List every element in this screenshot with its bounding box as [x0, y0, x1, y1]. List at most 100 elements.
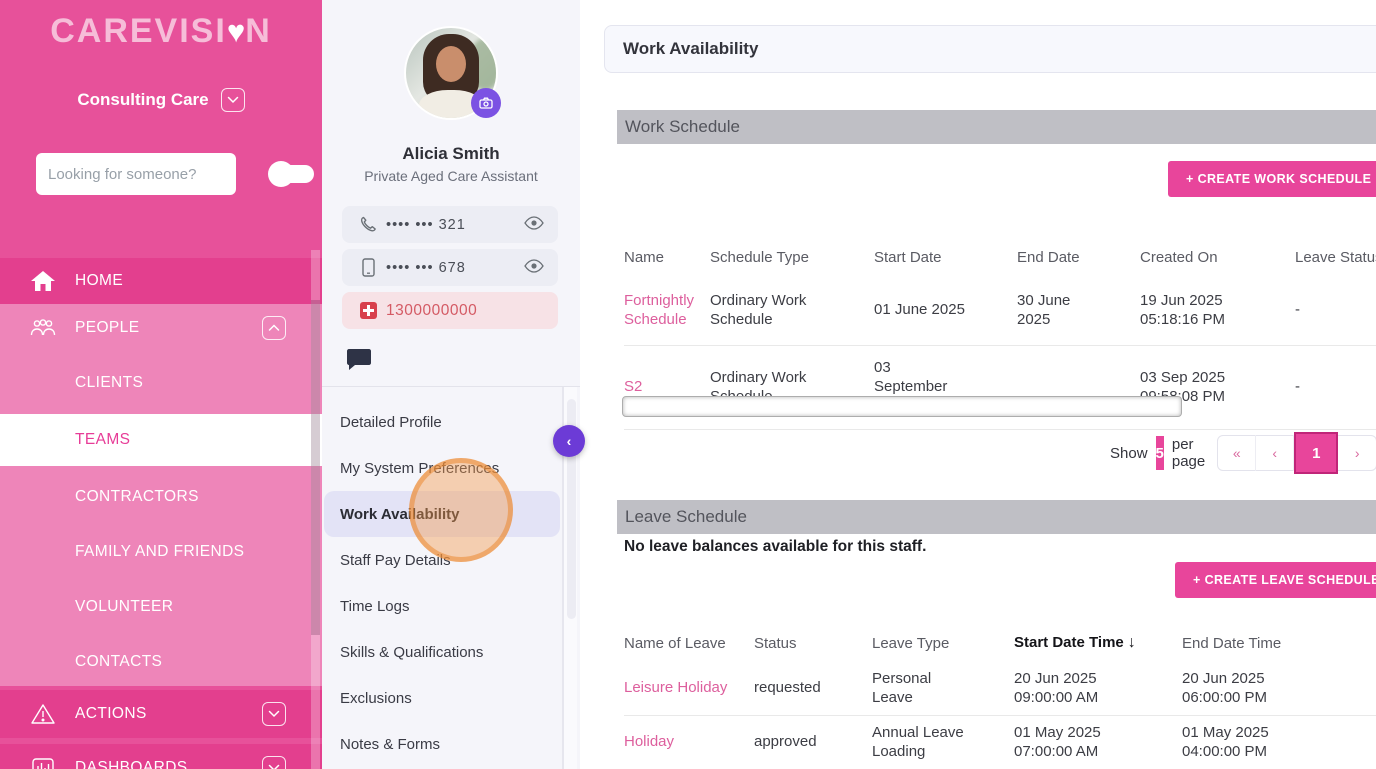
- nav-label: CLIENTS: [75, 374, 144, 391]
- menu-item-skills-qualifications[interactable]: Skills & Qualifications: [340, 643, 484, 661]
- cell-end-date-time: 01 May 2025 04:00:00 PM: [1182, 723, 1269, 760]
- nav-label: CONTRACTORS: [75, 488, 199, 505]
- change-photo-button[interactable]: [471, 88, 501, 118]
- leave-link[interactable]: Holiday: [624, 733, 675, 751]
- work-schedule-link[interactable]: S2: [624, 378, 643, 396]
- column-header-schedule-type[interactable]: Schedule Type: [710, 248, 809, 266]
- column-header-leave-type[interactable]: Leave Type: [872, 634, 950, 652]
- leave-schedule-section-header: Leave Schedule: [617, 500, 1376, 534]
- cell-leave-status: -: [1295, 301, 1300, 319]
- sidebar-item-volunteer[interactable]: VOLUNTEER: [0, 583, 322, 631]
- column-header-name-of-leave[interactable]: Name of Leave: [624, 634, 726, 652]
- sidebar-item-actions[interactable]: ACTIONS: [0, 690, 322, 738]
- menu-item-notes-forms[interactable]: Notes & Forms: [340, 735, 441, 753]
- first-page-button[interactable]: «: [1218, 435, 1257, 471]
- sidebar-item-contractors[interactable]: CONTRACTORS: [0, 473, 322, 521]
- sidebar-item-dashboards[interactable]: DASHBOARDS: [0, 744, 322, 769]
- sidebar-item-contacts[interactable]: CONTACTS: [0, 638, 322, 686]
- prev-page-button[interactable]: ‹: [1256, 435, 1295, 471]
- sort-descending-icon: ↓: [1127, 634, 1136, 651]
- menu-item-work-availability[interactable]: Work Availability: [324, 491, 560, 537]
- sidebar-scrollbar-thumb[interactable]: [311, 300, 320, 635]
- actions-expand-chevron[interactable]: [262, 702, 286, 726]
- app-logo: CAREVISI♥N: [0, 12, 322, 51]
- profile-menu: Detailed Profile My System Preferences W…: [324, 399, 560, 767]
- sidebar: CAREVISI♥N Consulting Care HOME: [0, 0, 322, 769]
- cell-status: approved: [754, 733, 817, 751]
- chat-icon[interactable]: [346, 348, 372, 377]
- cell-start-date: 01 June 2025: [874, 301, 965, 319]
- nav-label: CONTACTS: [75, 653, 163, 670]
- sidebar-item-home[interactable]: HOME: [0, 258, 322, 304]
- phone-chip: •••• ••• 321: [342, 206, 558, 243]
- sidebar-item-clients[interactable]: CLIENTS: [0, 359, 322, 407]
- mobile-icon: [358, 258, 378, 277]
- sidebar-item-people[interactable]: PEOPLE: [0, 304, 322, 352]
- search-toggle-icon[interactable]: [268, 161, 314, 187]
- nav-label: DASHBOARDS: [75, 759, 188, 769]
- cell-schedule-type: Ordinary Work Schedule: [710, 291, 807, 328]
- search-input[interactable]: [36, 153, 236, 195]
- profile-menu-scrollbar-thumb[interactable]: [567, 399, 576, 619]
- cell-leave-type: Annual Leave Loading: [872, 723, 964, 760]
- work-schedule-link[interactable]: Fortnightly Schedule: [624, 291, 695, 328]
- people-collapse-chevron[interactable]: [262, 316, 286, 340]
- work-table-header-row: Name Schedule Type Start Date End Date C…: [624, 238, 1376, 276]
- column-header-leave-status[interactable]: Leave Status: [1295, 248, 1376, 266]
- leave-link[interactable]: Leisure Holiday: [624, 679, 728, 697]
- reveal-mobile-button[interactable]: [524, 259, 544, 278]
- main-content: Work Availability Work Schedule + CREATE…: [580, 0, 1376, 769]
- sidebar-scrollbar[interactable]: [311, 250, 320, 769]
- next-page-button[interactable]: ›: [1354, 445, 1360, 461]
- menu-item-exclusions[interactable]: Exclusions: [340, 689, 412, 707]
- column-header-start-date-time[interactable]: Start Date Time ↓: [1014, 634, 1136, 651]
- per-page-label: per page: [1171, 436, 1206, 470]
- pagination-row: Show 5 per page « ‹ 1 ›: [1110, 432, 1376, 474]
- eye-icon: [524, 259, 544, 273]
- panel-collapse-button[interactable]: ‹: [553, 425, 585, 457]
- emergency-number-chip: 1300000000: [342, 292, 558, 329]
- chevron-up-icon: [268, 324, 280, 331]
- chevron-left-icon: ‹: [566, 433, 572, 449]
- column-header-start-date[interactable]: Start Date: [874, 248, 942, 266]
- medical-cross-icon: [359, 302, 377, 319]
- menu-item-time-logs[interactable]: Time Logs: [340, 597, 410, 615]
- nav-label: HOME: [75, 272, 124, 289]
- column-header-created-on[interactable]: Created On: [1140, 248, 1218, 266]
- org-selector[interactable]: Consulting Care: [0, 88, 322, 112]
- people-section: PEOPLE CLIENTS TEAMS CONTRACTORS FAMILY …: [0, 304, 322, 686]
- page-title: Work Availability: [604, 25, 1376, 73]
- menu-item-detailed-profile[interactable]: Detailed Profile: [340, 413, 442, 431]
- dashboards-expand-chevron[interactable]: [262, 756, 286, 769]
- table-horizontal-scrollbar[interactable]: [622, 396, 1182, 417]
- logo-text-left: CAREVISI: [50, 12, 227, 50]
- profile-menu-scrollbar[interactable]: [562, 387, 577, 769]
- column-header-name[interactable]: Name: [624, 248, 665, 266]
- org-chevron-box[interactable]: [220, 88, 245, 112]
- cell-leave-type: Personal Leave: [872, 669, 932, 706]
- eye-icon: [524, 216, 544, 230]
- column-header-end-date-time[interactable]: End Date Time: [1182, 634, 1282, 652]
- divider: [322, 386, 580, 387]
- table-row: S2 Ordinary Work Schedule 03 September 2…: [624, 346, 1376, 430]
- bar-chart-icon: [28, 757, 58, 769]
- current-page-button[interactable]: 1: [1294, 432, 1339, 474]
- column-header-end-date[interactable]: End Date: [1017, 248, 1080, 266]
- chevron-down-icon: [227, 96, 238, 104]
- search-area: [36, 153, 322, 195]
- menu-item-staff-pay-details[interactable]: Staff Pay Details: [340, 551, 451, 569]
- chevron-down-icon: [268, 764, 280, 769]
- emergency-number-value: 1300000000: [386, 301, 478, 319]
- leave-table-header-row: Name of Leave Status Leave Type Start Da…: [624, 624, 1376, 662]
- reveal-phone-button[interactable]: [524, 216, 544, 235]
- sidebar-item-family-and-friends[interactable]: FAMILY AND FRIENDS: [0, 528, 322, 576]
- menu-item-my-system-preferences[interactable]: My System Preferences: [340, 459, 500, 477]
- phone-icon: [358, 216, 378, 233]
- create-leave-schedule-button[interactable]: + CREATE LEAVE SCHEDULE: [1175, 562, 1376, 598]
- create-work-schedule-button[interactable]: + CREATE WORK SCHEDULE: [1168, 161, 1376, 197]
- phone-masked-value: •••• ••• 321: [386, 216, 466, 233]
- page-size-selector[interactable]: 5: [1155, 436, 1164, 470]
- sidebar-item-teams[interactable]: TEAMS: [0, 414, 322, 466]
- column-header-status[interactable]: Status: [754, 634, 797, 652]
